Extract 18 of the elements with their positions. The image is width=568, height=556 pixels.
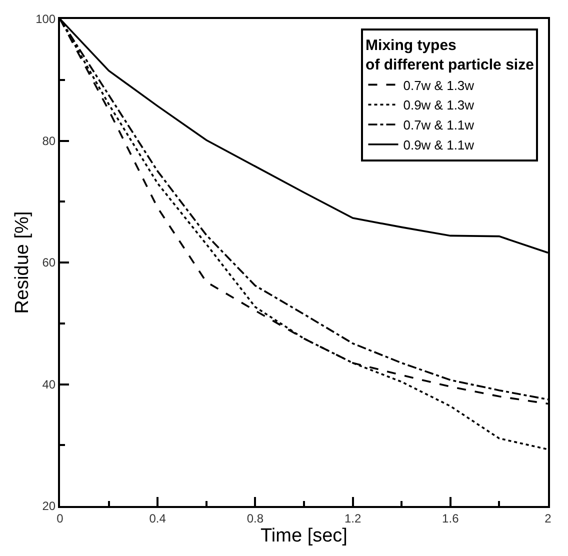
legend-title: Mixing types of different particle size xyxy=(366,37,534,74)
legend-label: 0.9w & 1.3w xyxy=(403,98,475,113)
y-tick-label: 60 xyxy=(42,256,56,270)
x-tick-label: 0.8 xyxy=(246,511,264,526)
y-tick-label: 40 xyxy=(42,377,56,392)
y-tick-label: 80 xyxy=(42,134,56,148)
y-tick-label: 100 xyxy=(36,12,56,26)
x-axis-title: Time [sec] xyxy=(260,525,348,546)
x-tick-label: 2 xyxy=(544,511,552,526)
x-tick-label: 0.4 xyxy=(149,511,166,526)
x-tick-label: 0 xyxy=(56,511,64,526)
y-axis-title: Residue [%] xyxy=(12,211,33,314)
x-tick-label: 1.2 xyxy=(344,511,362,526)
y-tick-label: 20 xyxy=(42,499,56,514)
legend-label: 0.7w & 1.3w xyxy=(403,78,475,93)
legend-label: 0.9w & 1.1w xyxy=(403,137,475,152)
x-tick-label: 1.6 xyxy=(442,511,460,526)
legend-label: 0.7w & 1.1w xyxy=(403,118,475,133)
